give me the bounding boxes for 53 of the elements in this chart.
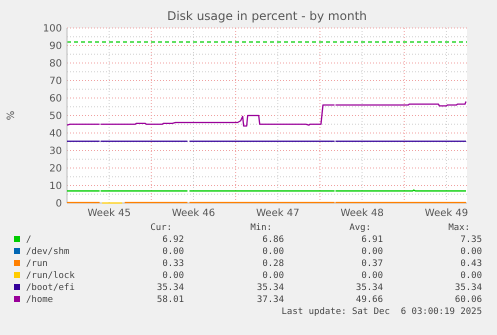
text: 0.00: [460, 247, 482, 257]
text: 0.00: [262, 271, 284, 281]
y-tick-label: 20: [49, 164, 62, 174]
legend-label: /home: [26, 295, 54, 305]
x-tick-label: Week 45: [88, 208, 131, 219]
text: 60.06: [454, 295, 482, 305]
text: 0.00: [162, 271, 184, 281]
legend-label: /dev/shm: [26, 247, 70, 257]
text: 7.35: [460, 235, 482, 245]
y-tick-label: 0: [56, 198, 62, 210]
y-tick-label: 40: [49, 128, 62, 140]
text: 0.37: [361, 259, 383, 269]
x-tick-label: Week 48: [340, 208, 384, 219]
text: 0.28: [262, 259, 284, 269]
text: 0.00: [162, 247, 184, 257]
y-tick-label: 100: [42, 24, 62, 34]
text: 37.34: [256, 295, 284, 305]
text: 0.33: [162, 259, 184, 269]
y-tick-label: 50: [49, 111, 62, 122]
text: 6.92: [162, 235, 184, 245]
y-tick-label: 60: [49, 94, 62, 104]
y-tick-label: 30: [49, 146, 62, 157]
text: 35.34: [454, 283, 482, 293]
text: 35.34: [156, 283, 184, 293]
text: 0.00: [262, 247, 284, 257]
text: Last update: Sat Dec 6 03:00:19 2025: [282, 307, 482, 317]
legend-label: /run/lock: [26, 271, 76, 281]
x-tick-label: Week 46: [172, 208, 216, 219]
y-tick-label: 10: [49, 181, 62, 192]
text: Min:: [250, 223, 272, 233]
chart-title: Disk usage in percent - by month: [167, 9, 367, 23]
x-tick-label: Week 47: [256, 208, 300, 219]
text: Cur:: [150, 223, 172, 233]
text: 6.91: [361, 235, 383, 245]
text: 0.00: [361, 271, 383, 281]
text: 0.00: [361, 247, 383, 257]
text: 6.86: [262, 235, 284, 245]
x-tick-label: Week 49: [424, 208, 468, 219]
text: 49.66: [356, 295, 383, 305]
legend-label: /: [26, 235, 32, 245]
y-tick-label: 90: [49, 41, 62, 52]
text: Avg:: [349, 223, 371, 233]
text: 58.01: [156, 295, 184, 305]
y-tick-label: 70: [49, 76, 62, 87]
legend-label: /run: [26, 259, 48, 269]
text: 0.00: [460, 271, 482, 281]
text: Max:: [448, 223, 470, 233]
legend-label: /boot/efi: [26, 283, 75, 293]
text: 35.34: [356, 283, 383, 293]
text: 0.43: [460, 259, 482, 269]
text: 35.34: [256, 283, 284, 293]
y-tick-label: 80: [49, 58, 62, 70]
y-axis-title: %: [6, 110, 17, 120]
